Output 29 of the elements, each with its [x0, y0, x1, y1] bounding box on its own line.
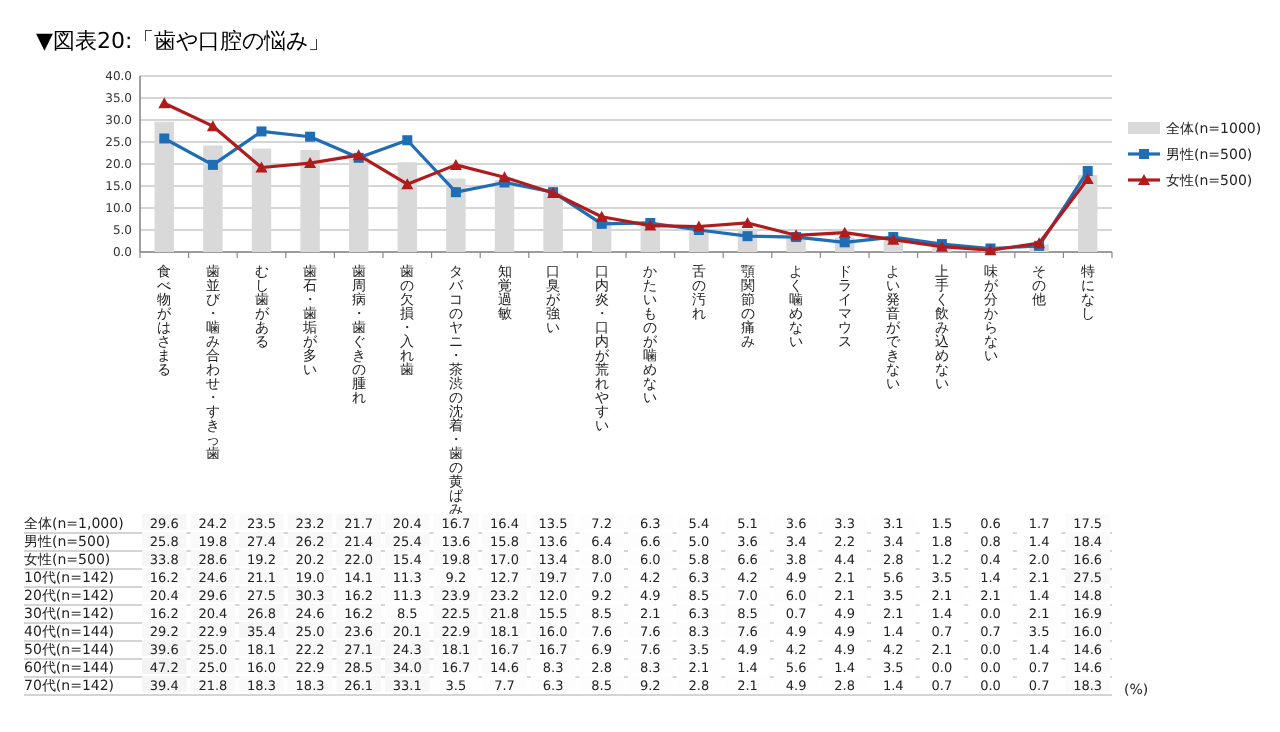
bar — [543, 192, 563, 252]
bar — [251, 148, 272, 252]
bar — [203, 145, 223, 252]
point — [402, 135, 413, 146]
point — [449, 158, 462, 170]
point — [255, 161, 268, 173]
point — [256, 126, 267, 137]
bar — [397, 162, 418, 252]
point — [158, 97, 171, 109]
chart-title: ▼図表20:「歯や口腔の悩み」 — [36, 28, 331, 54]
point — [206, 120, 219, 132]
point — [692, 220, 705, 232]
point — [401, 178, 414, 190]
point — [159, 133, 170, 144]
point — [1081, 172, 1094, 184]
bar — [446, 178, 466, 252]
bar — [300, 149, 320, 252]
point — [838, 226, 851, 238]
point — [304, 157, 317, 169]
point — [741, 216, 754, 228]
point — [595, 210, 608, 222]
bar — [494, 179, 515, 252]
point — [1082, 166, 1093, 177]
point — [305, 131, 316, 142]
point — [207, 159, 218, 170]
point — [498, 171, 511, 183]
point — [450, 187, 461, 198]
bar — [154, 121, 175, 252]
bar — [348, 156, 369, 252]
